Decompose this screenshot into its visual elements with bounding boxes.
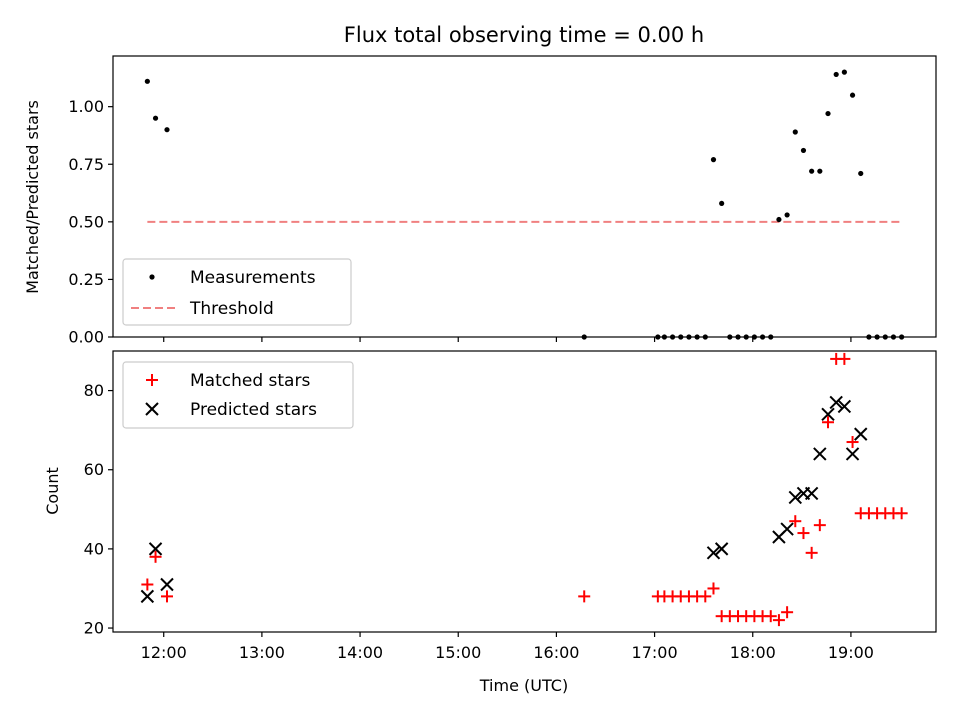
ratio-ytick-label-3: 0.75 bbox=[68, 155, 104, 174]
ratio-legend-box bbox=[122, 258, 352, 326]
measurement-point bbox=[792, 129, 798, 135]
xtick-label-3: 15:00 bbox=[435, 643, 481, 662]
legend-measurements-label: Measurements bbox=[190, 268, 316, 288]
predicted-star-point bbox=[140, 589, 155, 604]
measurement-point bbox=[144, 78, 150, 84]
count-panel: Count Time (UTC) 20 40 60 80 12:00 13:00 14:00… bbox=[43, 350, 937, 695]
legend-measurements-marker bbox=[149, 274, 155, 280]
predicted-star-point bbox=[829, 395, 843, 410]
predicted-star-point bbox=[845, 447, 860, 461]
legend-matched-label: Matched stars bbox=[190, 371, 310, 391]
predicted-star-point bbox=[804, 486, 819, 501]
predicted-star-point bbox=[788, 490, 802, 505]
legend-predicted-marker bbox=[145, 402, 159, 416]
xtick-label-0: 12:00 bbox=[141, 643, 187, 662]
measurement-point bbox=[719, 200, 725, 207]
count-axes-frame bbox=[112, 350, 937, 633]
legend-predicted-label: Predicted stars bbox=[190, 400, 317, 420]
matched-star-point bbox=[789, 515, 802, 528]
predicted-star-point bbox=[714, 542, 729, 556]
measurement-point bbox=[784, 212, 790, 218]
matched-star-point bbox=[772, 614, 785, 627]
xtick-label-7: 19:00 bbox=[828, 643, 874, 662]
matched-star-point bbox=[141, 578, 154, 591]
count-ytick-label-3: 80 bbox=[84, 381, 104, 400]
ratio-ytick-label-0: 0.00 bbox=[68, 328, 104, 347]
ratio-y-axis-label: Matched/Predicted stars bbox=[23, 100, 42, 294]
ratio-ytick-label-4: 1.00 bbox=[68, 97, 104, 116]
ratio-ytick-label-2: 0.50 bbox=[68, 212, 104, 231]
measurement-point bbox=[841, 69, 847, 75]
measurement-point bbox=[858, 170, 864, 177]
xtick-label-2: 14:00 bbox=[337, 643, 383, 662]
ratio-ytick-label-1: 0.25 bbox=[68, 270, 104, 289]
chart-title: Flux total observing time = 0.00 h bbox=[344, 23, 704, 47]
count-legend-box bbox=[122, 361, 354, 429]
count-y-axis-label: Count bbox=[43, 467, 62, 515]
legend-matched-marker bbox=[146, 374, 158, 386]
matched-star-point bbox=[797, 527, 810, 540]
matched-star-point bbox=[781, 606, 794, 619]
predicted-star-point bbox=[780, 522, 794, 536]
predicted-star-point bbox=[837, 399, 852, 414]
xtick-label-5: 17:00 bbox=[632, 643, 678, 662]
matched-star-point bbox=[578, 590, 591, 603]
matched-star-point bbox=[805, 546, 818, 559]
xtick-label-6: 18:00 bbox=[730, 643, 776, 662]
predicted-star-point bbox=[148, 542, 163, 556]
count-ytick-label-2: 60 bbox=[84, 460, 104, 479]
measurement-point bbox=[809, 168, 815, 174]
matched-star-point bbox=[846, 436, 859, 449]
matched-star-point bbox=[895, 507, 908, 520]
predicted-star-point bbox=[160, 577, 174, 592]
matched-star-point bbox=[707, 582, 720, 595]
ratio-axes-frame bbox=[112, 55, 937, 338]
matched-star-point bbox=[764, 610, 777, 623]
measurement-point bbox=[152, 115, 159, 121]
x-axis-label: Time (UTC) bbox=[479, 676, 568, 695]
measurement-point bbox=[710, 157, 717, 163]
matched-star-point bbox=[149, 550, 162, 563]
xtick-label-4: 16:00 bbox=[533, 643, 579, 662]
measurement-point bbox=[825, 110, 831, 117]
predicted-star-point bbox=[821, 407, 835, 422]
count-legend: Matched stars Predicted stars bbox=[122, 361, 354, 429]
legend-threshold-label: Threshold bbox=[189, 299, 274, 319]
measurement-point bbox=[833, 71, 839, 78]
ratio-panel: Flux total observing time = 0.00 h Match… bbox=[23, 23, 937, 347]
measurement-point bbox=[776, 216, 782, 223]
ratio-legend: Measurements Threshold bbox=[122, 258, 352, 326]
measurement-point bbox=[164, 127, 170, 133]
matched-star-point bbox=[813, 519, 826, 532]
measurement-point bbox=[800, 147, 807, 154]
matched-star-point bbox=[822, 416, 835, 429]
matched-star-point bbox=[699, 590, 712, 603]
count-ytick-label-1: 40 bbox=[84, 539, 104, 558]
measurement-point bbox=[817, 168, 823, 174]
count-ytick-label-0: 20 bbox=[84, 619, 104, 638]
predicted-star-point bbox=[813, 447, 827, 461]
predicted-star-point bbox=[854, 427, 868, 441]
matched-star-point bbox=[838, 352, 851, 365]
measurement-point bbox=[849, 92, 856, 98]
matched-star-point bbox=[160, 590, 173, 603]
predicted-star-point bbox=[706, 546, 721, 560]
xtick-label-1: 13:00 bbox=[239, 643, 285, 662]
